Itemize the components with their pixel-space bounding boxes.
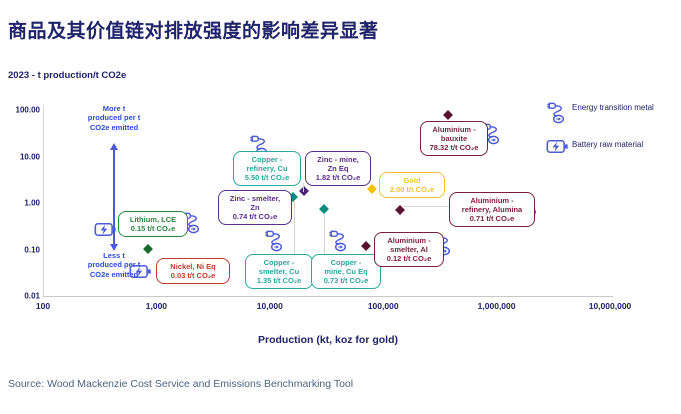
source-text: Source: Wood Mackenzie Cost Service and … (8, 378, 354, 390)
legend-label: Energy transition metal (572, 103, 654, 112)
data-label-box-al_refinery: Aluminium - refinery, Alumina 0.71 t/t CO₂… (449, 192, 535, 227)
data-label-box-zinc_smelter: Zinc - smelter, Zn 0.74 t/t CO₂e (218, 190, 292, 225)
data-point-marker-gold (367, 184, 378, 194)
x-tick-label: 10,000 (256, 301, 283, 311)
leader-line (404, 206, 450, 207)
data-label-box-al_smelter: Aluminium - smelter, Al 0.12 t/t CO₂e (374, 232, 444, 267)
energy-transition-metal-icon (546, 101, 572, 130)
data-label-box-lithium: Lithium, LCE 0.15 t/t CO₂e (118, 211, 188, 237)
y-direction-arrow (113, 150, 115, 245)
data-label-box-zinc_mine: Zinc - mine, Zn Eq 1.82 t/t CO₂e (305, 151, 371, 186)
x-tick-label: 1,000 (145, 301, 168, 311)
y-axis-title: 2023 - t production/t CO2e (8, 70, 127, 81)
annotation-less: Less t produced per t CO2e emitted (87, 251, 141, 279)
energy-transition-metal-icon (264, 229, 285, 258)
x-axis-line (43, 296, 613, 297)
y-tick-label: 10.00 (19, 152, 40, 161)
x-tick-label: 1,000,000 (477, 301, 516, 311)
leader-line (324, 214, 325, 255)
x-tick-label: 10,000,000 (588, 301, 632, 311)
data-point-marker-al_bauxite (442, 109, 453, 120)
data-point-marker-copper_mine (318, 204, 329, 215)
legend-label: Battery raw material (572, 140, 644, 149)
x-tick-label: 100 (35, 301, 51, 311)
arrow-up-icon (110, 143, 118, 150)
x-axis-label: Production (kt, koz for gold) (258, 334, 398, 346)
annotation-more: More t produced per t CO2e emitted (87, 104, 141, 132)
legend-item: Battery raw material (546, 138, 676, 160)
leader-line (303, 183, 304, 192)
y-tick-label: 1.00 (24, 198, 40, 208)
legend-item: Energy transition metal (546, 101, 676, 130)
data-label-box-copper_refinery: Copper - refinery, Cu 5.50 t/t CO₂e (233, 151, 301, 186)
battery-raw-material-icon (546, 138, 572, 160)
data-label-box-nickel: Nickel, Ni Eq 0.03 t/t CO₂e (156, 258, 230, 284)
energy-transition-metal-icon (181, 211, 202, 240)
data-label-box-copper_mine: Copper - mine, Cu Eq 0.73 t/t CO₂e (311, 254, 381, 289)
page-title: 商品及其价值链对排放强度的影响差异显著 (8, 21, 379, 42)
y-tick-label: 0.10 (24, 245, 40, 254)
battery-raw-material-icon (94, 221, 117, 243)
energy-transition-metal-icon (328, 229, 349, 258)
y-tick-label: 100.00 (15, 105, 40, 115)
data-label-box-al_bauxite: Aluminium - bauxite 78.32 t/t CO₂e (420, 121, 488, 156)
leader-line (294, 200, 295, 255)
data-label-box-gold: Gold 2.00 t/t CO₂e (379, 172, 445, 198)
data-point-marker-al_smelter (360, 240, 371, 251)
arrow-down-icon (110, 244, 118, 251)
y-axis-line (43, 105, 44, 296)
x-tick-label: 100,000 (367, 301, 399, 311)
battery-raw-material-icon (129, 263, 152, 285)
data-label-box-copper_smelter: Copper - smelter, Cu 1.35 t/t CO₂e (245, 254, 313, 289)
y-tick-label: 0.01 (24, 291, 40, 301)
legend: Energy transition metal Battery raw mater… (546, 101, 676, 168)
